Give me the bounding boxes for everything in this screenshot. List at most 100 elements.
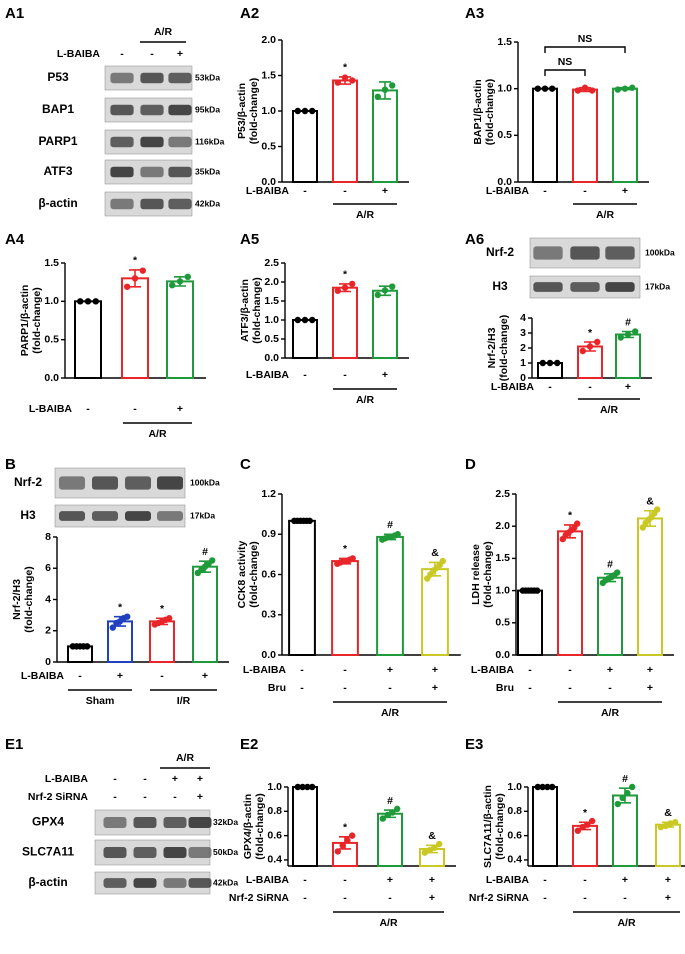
condition-name: L-BAIBA	[246, 874, 290, 886]
condition-mark: -	[588, 381, 592, 393]
panel-label: A2	[240, 5, 259, 22]
data-point	[619, 794, 626, 802]
condition-mark: -	[343, 874, 347, 886]
y-tick-label: 1.2	[261, 488, 276, 500]
group-label: A/R	[381, 707, 400, 719]
bracket	[544, 46, 626, 53]
y-axis-label: P53/β-actin	[236, 83, 248, 139]
band-name: BAP1	[42, 102, 74, 116]
data-point	[534, 783, 541, 791]
condition-mark: -	[303, 874, 307, 886]
y-tick-label: 2.0	[264, 276, 279, 288]
y-axis-label: (fold-change)	[494, 793, 506, 860]
blot-band	[157, 511, 183, 521]
band-size: 100kDa	[645, 247, 675, 257]
data-point	[584, 821, 591, 828]
data-point	[109, 624, 117, 631]
y-tick-label: 0.0	[497, 176, 512, 188]
panel-label: E3	[465, 736, 483, 753]
condition-mark: -	[113, 791, 117, 803]
data-point	[594, 338, 601, 346]
y-tick-label: 1.0	[267, 781, 282, 793]
bar	[532, 786, 558, 867]
significance-mark: *	[588, 327, 593, 339]
data-point	[654, 506, 661, 513]
data-point	[589, 817, 596, 825]
bar	[557, 530, 583, 656]
data-point	[339, 842, 346, 849]
data-point	[426, 847, 433, 854]
bar	[121, 277, 149, 380]
condition-name: L-BAIBA	[471, 664, 515, 676]
y-tick-label: 0.0	[264, 352, 279, 364]
condition-mark: -	[343, 185, 347, 197]
condition-mark: -	[548, 381, 552, 393]
y-tick-label: 3	[520, 327, 526, 339]
data-point	[436, 840, 443, 848]
y-tick-label: 0.5	[495, 617, 510, 629]
condition-name: Nrf-2 SiRNA	[469, 892, 530, 904]
data-point	[657, 823, 664, 831]
data-point	[139, 267, 146, 274]
group-label: A/R	[148, 428, 167, 440]
data-point	[394, 805, 401, 813]
blot-band	[110, 72, 134, 84]
significance-mark: *	[568, 510, 573, 522]
bracket	[544, 69, 586, 76]
y-tick-label: 1.5	[264, 295, 279, 307]
bar	[292, 319, 318, 359]
data-point	[394, 531, 401, 538]
data-point	[431, 844, 438, 851]
significance-mark: #	[625, 316, 631, 328]
condition-mark: -	[343, 682, 347, 694]
band-name: β-actin	[38, 196, 77, 210]
condition-name: L-BAIBA	[246, 185, 290, 197]
blot-band	[133, 878, 157, 888]
condition-mark: -	[568, 664, 572, 676]
condition-mark: -	[583, 874, 587, 886]
blot-band	[605, 246, 635, 260]
condition-mark: -	[543, 185, 547, 197]
y-tick-label: 0	[45, 656, 51, 668]
condition-mark: +	[622, 874, 628, 886]
band-name: P53	[47, 70, 69, 84]
data-point	[301, 107, 309, 115]
bar	[572, 88, 598, 183]
significance-mark: *	[133, 255, 138, 267]
data-point	[299, 783, 306, 791]
blot-band	[140, 72, 164, 84]
bracket-label: NS	[578, 33, 593, 45]
bar	[615, 333, 641, 379]
y-tick-label: 1.5	[495, 552, 510, 564]
significance-mark: *	[343, 62, 348, 74]
band-size: 53kDa	[195, 72, 220, 82]
blot-band	[125, 476, 151, 490]
band-name: H3	[20, 508, 36, 522]
y-axis-label: (fold-change)	[254, 793, 266, 860]
condition-mark: +	[117, 670, 123, 682]
band-name: PARP1	[38, 134, 77, 148]
group-label: Sham	[86, 695, 115, 707]
data-point	[579, 823, 586, 831]
bar	[166, 280, 194, 379]
y-tick-label: 0.3	[261, 609, 276, 621]
y-axis-label: (fold-change)	[31, 287, 43, 354]
data-point	[176, 278, 184, 285]
significance-mark: &	[431, 547, 439, 559]
blot-band	[110, 104, 134, 116]
y-axis-label: BAP1/β-actin	[472, 79, 484, 144]
band-name: β-actin	[28, 875, 67, 889]
bar	[376, 535, 404, 657]
data-point	[439, 557, 446, 565]
blot-background	[54, 504, 186, 528]
data-point	[84, 643, 91, 650]
y-tick-label: 0.6	[507, 829, 522, 841]
bar	[292, 786, 318, 867]
y-tick-label: 0.0	[261, 649, 276, 661]
panel-label: A1	[5, 5, 24, 22]
y-tick-label: 0.6	[267, 829, 282, 841]
data-point	[294, 783, 301, 791]
condition-mark: -	[143, 791, 147, 803]
y-tick-label: 0.5	[261, 140, 276, 152]
